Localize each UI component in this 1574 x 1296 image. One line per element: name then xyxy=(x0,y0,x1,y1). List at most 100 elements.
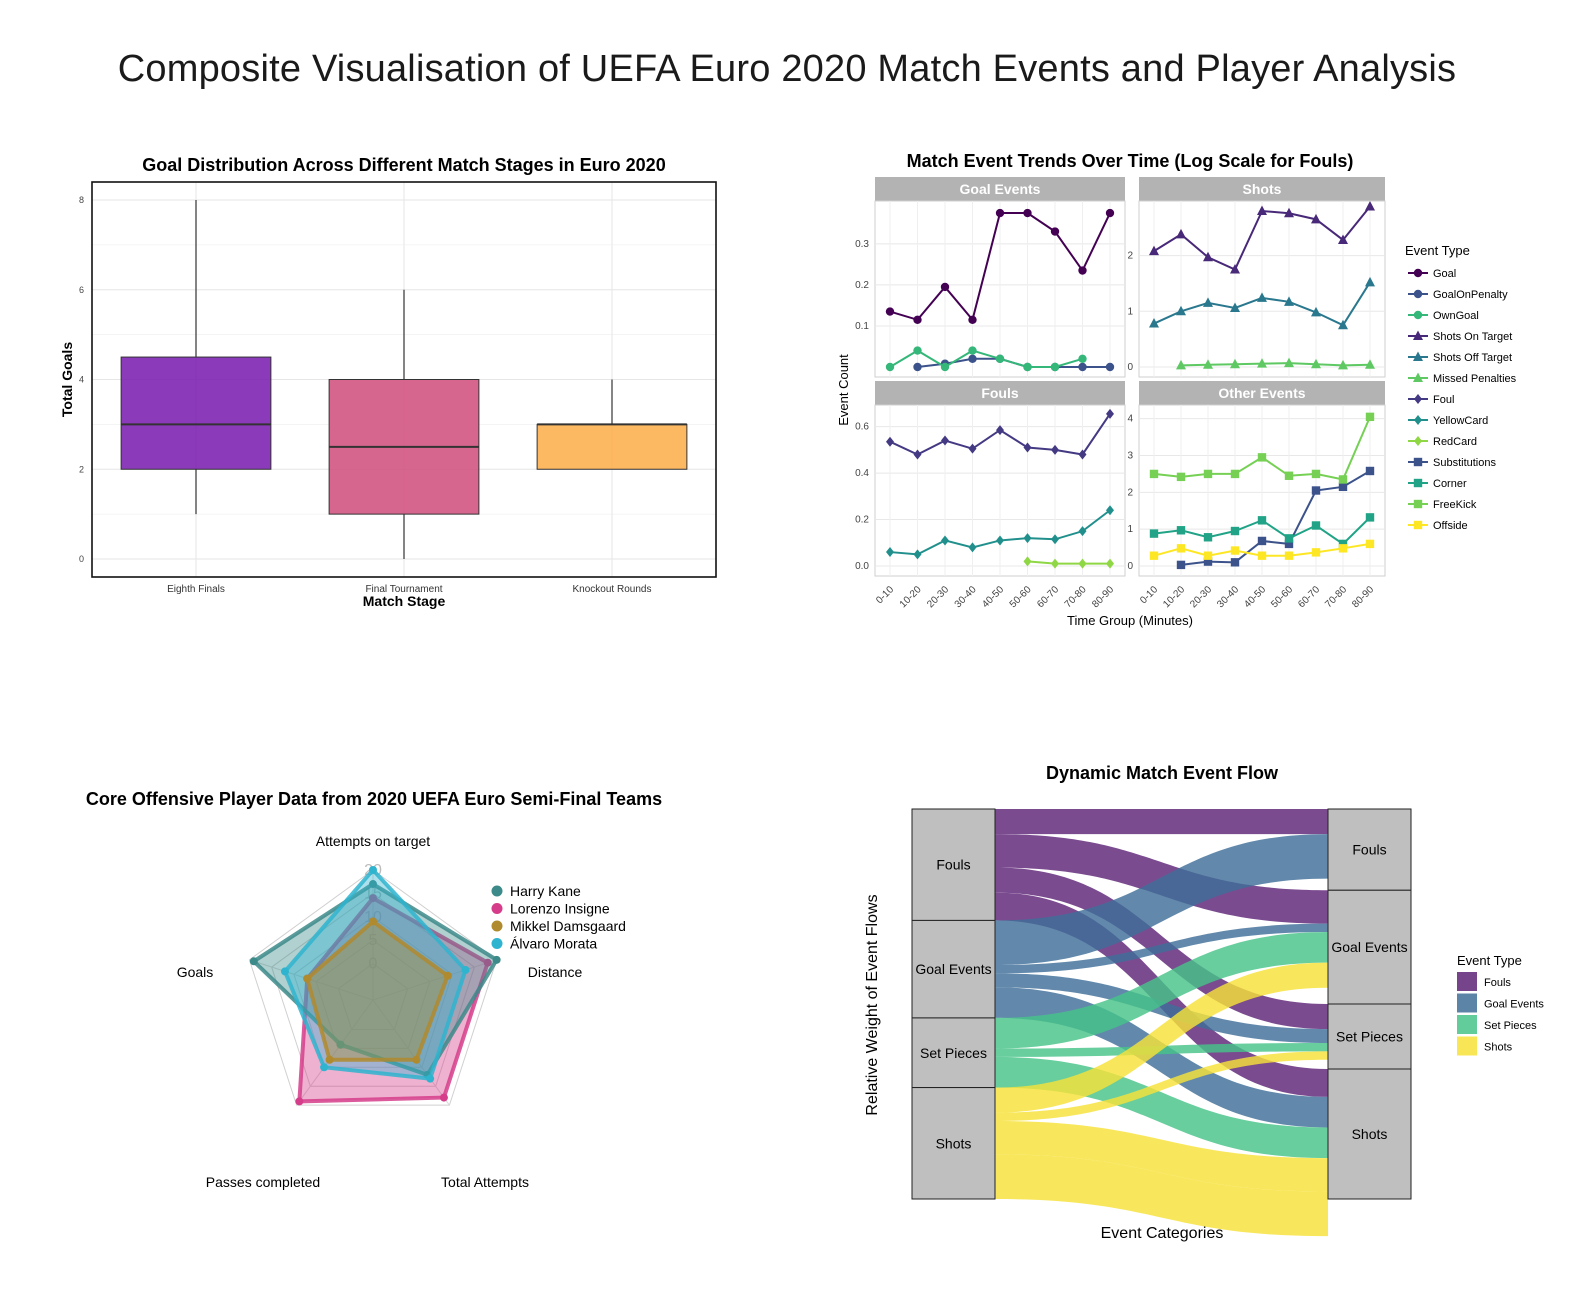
point-marker xyxy=(1257,292,1267,302)
point-marker xyxy=(1176,472,1186,482)
point-marker xyxy=(1284,534,1294,543)
legend-label: FreeKick xyxy=(1433,499,1477,511)
point-marker xyxy=(1176,228,1186,239)
facet-strip xyxy=(875,177,1125,201)
radar-grid-ring xyxy=(337,962,409,1030)
point-marker xyxy=(1203,557,1213,566)
radar-point xyxy=(295,1097,304,1106)
radar-ring-label: 0 xyxy=(369,956,378,973)
line-chart-title: Match Event Trends Over Time (Log Scale … xyxy=(907,151,1354,171)
point-marker xyxy=(1023,362,1032,372)
boxplot-panel: Goal Distribution Across Different Match… xyxy=(50,140,750,630)
series-line-RedCard xyxy=(1027,560,1110,565)
legend-label: Foul xyxy=(1433,394,1454,406)
point-marker xyxy=(940,362,950,372)
point-marker xyxy=(1051,558,1059,569)
radar-point xyxy=(439,1093,448,1102)
legend-swatch xyxy=(1457,1015,1477,1034)
legend-label: Shots xyxy=(1484,1042,1513,1054)
x-tick-label: 30-40 xyxy=(953,584,979,610)
point-marker xyxy=(968,443,977,454)
point-marker xyxy=(1050,227,1060,236)
series-line-OwnGoal xyxy=(889,349,1083,369)
point-marker xyxy=(1203,359,1213,369)
stratum-right-label: Shots xyxy=(1352,1126,1388,1142)
point-marker xyxy=(1284,296,1294,306)
stratum-right xyxy=(1327,1068,1412,1200)
x-tick-label: 0-10 xyxy=(1138,584,1160,606)
point-marker xyxy=(1050,362,1060,372)
point-marker xyxy=(1311,306,1321,317)
point-marker xyxy=(1413,310,1423,320)
radar-ring-label: 15 xyxy=(364,885,382,902)
point-marker xyxy=(1176,359,1186,370)
radar-series-2 xyxy=(304,918,451,1062)
point-marker xyxy=(885,307,895,316)
x-tick-label: 40-50 xyxy=(980,584,1006,610)
point-marker xyxy=(1230,526,1240,536)
x-tick-label: 70-80 xyxy=(1063,584,1089,610)
radar-panel: Core Offensive Player Data from 2020 UEF… xyxy=(40,780,740,1210)
point-marker xyxy=(941,535,949,546)
point-marker xyxy=(1176,305,1186,316)
radar-point xyxy=(412,1055,421,1064)
radar-spoke xyxy=(372,999,450,1106)
legend-label: YellowCard xyxy=(1433,415,1488,427)
x-axis-label: Time Group (Minutes) xyxy=(1067,613,1193,628)
point-marker xyxy=(1203,251,1213,262)
point-marker xyxy=(913,315,922,324)
point-marker xyxy=(885,362,895,372)
point-marker xyxy=(1338,482,1348,492)
point-marker xyxy=(1023,533,1032,544)
point-marker xyxy=(1176,560,1186,570)
line-trends-chart: Match Event Trends Over Time (Log Scale … xyxy=(836,151,1517,628)
x-tick-label: Eighth Finals xyxy=(167,584,225,595)
radar-point xyxy=(426,1074,435,1083)
point-marker xyxy=(995,354,1005,363)
radar-axis-label: Attempts on target xyxy=(316,833,431,849)
radar-point xyxy=(369,894,377,903)
point-marker xyxy=(968,346,977,355)
stratum-left xyxy=(911,808,996,921)
point-marker xyxy=(1203,533,1213,542)
x-tick-label: 70-80 xyxy=(1323,584,1349,610)
point-marker xyxy=(996,425,1004,436)
y-tick-label: 0.2 xyxy=(855,515,869,526)
point-marker xyxy=(886,436,894,447)
radar-series-3 xyxy=(282,867,468,1081)
point-marker xyxy=(1365,513,1375,522)
y-axis-label: Total Goals xyxy=(59,342,75,417)
point-marker xyxy=(1078,362,1087,372)
legend-label: Set Pieces xyxy=(1484,1020,1537,1032)
radar-point xyxy=(369,866,377,874)
point-marker xyxy=(1413,520,1423,530)
point-marker xyxy=(1230,546,1240,555)
stratum-right xyxy=(1327,808,1412,891)
point-marker xyxy=(1284,551,1294,560)
point-marker xyxy=(1230,264,1240,274)
legend-label: OwnGoal xyxy=(1433,310,1479,322)
point-marker xyxy=(1338,359,1348,370)
radar-spoke xyxy=(249,959,374,1001)
point-marker xyxy=(1338,319,1348,330)
plot-border xyxy=(91,181,717,578)
alluvial-chart: Dynamic Match Event Flow Fouls Fouls Goal E… xyxy=(864,763,1544,1242)
box-2 xyxy=(536,423,688,470)
radar-axis-label: Goals xyxy=(177,964,214,980)
x-axis-label: Event Categories xyxy=(1101,1225,1224,1242)
point-marker xyxy=(1311,521,1321,530)
stratum-right-label: Fouls xyxy=(1352,842,1386,858)
point-marker xyxy=(1106,408,1114,419)
radar-point xyxy=(461,965,470,974)
alluvial-flow xyxy=(995,809,1328,835)
radar-grid-ring xyxy=(315,939,431,1049)
point-marker xyxy=(1413,268,1423,278)
alluvial-flow xyxy=(995,1121,1328,1192)
point-marker xyxy=(913,362,922,372)
legend-label: Shots On Target xyxy=(1433,331,1512,343)
point-marker xyxy=(1365,276,1375,287)
point-marker xyxy=(1284,357,1294,368)
series-line-Substitutions xyxy=(1180,470,1371,566)
y-tick-label: 0.6 xyxy=(855,422,869,433)
legend-label: Corner xyxy=(1433,478,1467,490)
